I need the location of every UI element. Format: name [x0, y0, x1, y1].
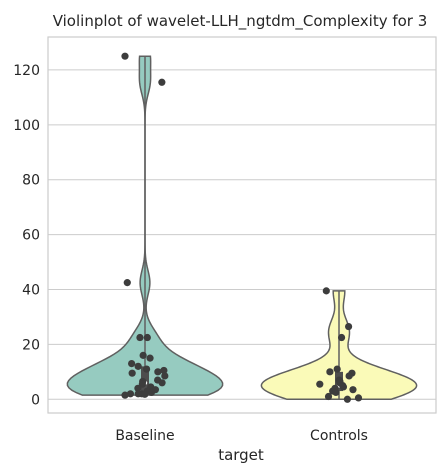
data-point [134, 362, 142, 370]
data-point [160, 366, 168, 375]
data-point [147, 388, 156, 397]
x-tick-labels: Baseline Controls [115, 428, 368, 444]
data-point [345, 322, 353, 331]
data-point [343, 395, 351, 403]
data-point [161, 372, 169, 380]
y-tick-label: 0 [31, 392, 40, 408]
data-point [128, 359, 136, 368]
data-point [337, 333, 346, 342]
data-point [121, 391, 129, 399]
data-point [322, 287, 330, 295]
y-tick-labels: 0 20 40 60 80 100 120 [13, 63, 40, 408]
data-point [134, 390, 142, 398]
data-point [123, 279, 131, 287]
y-tick-label: 20 [22, 337, 40, 353]
data-point [158, 78, 166, 86]
data-point [345, 372, 353, 380]
x-tick-label: Controls [310, 428, 368, 444]
data-point [136, 333, 144, 342]
data-point [332, 388, 340, 397]
data-point [141, 390, 149, 398]
data-point [126, 390, 135, 398]
violins [66, 55, 418, 401]
data-point [121, 52, 129, 60]
data-point [134, 384, 142, 392]
y-tick-label: 60 [22, 228, 40, 244]
data-point [146, 354, 154, 362]
data-point [354, 394, 363, 402]
data-point [324, 392, 333, 401]
y-tick-label: 80 [22, 173, 40, 189]
x-tick-label: Baseline [115, 428, 174, 444]
strip-points [121, 52, 363, 403]
x-axis-label: target [218, 446, 264, 464]
data-point [339, 383, 348, 391]
y-tick-label: 40 [22, 282, 40, 298]
gridlines [48, 69, 436, 400]
data-point [316, 380, 324, 388]
chart-title: Violinplot of wavelet-LLH_ngtdm_Complexi… [53, 12, 428, 31]
data-point [326, 368, 334, 376]
data-point [349, 386, 357, 394]
data-point [142, 365, 151, 373]
y-tick-label: 100 [13, 118, 40, 134]
data-point [158, 379, 166, 387]
data-point [333, 365, 341, 373]
data-point [143, 333, 151, 342]
y-tick-label: 120 [13, 63, 40, 79]
data-point [154, 368, 162, 376]
data-point [128, 369, 136, 377]
plot-frame [47, 36, 437, 414]
data-point [139, 351, 147, 359]
